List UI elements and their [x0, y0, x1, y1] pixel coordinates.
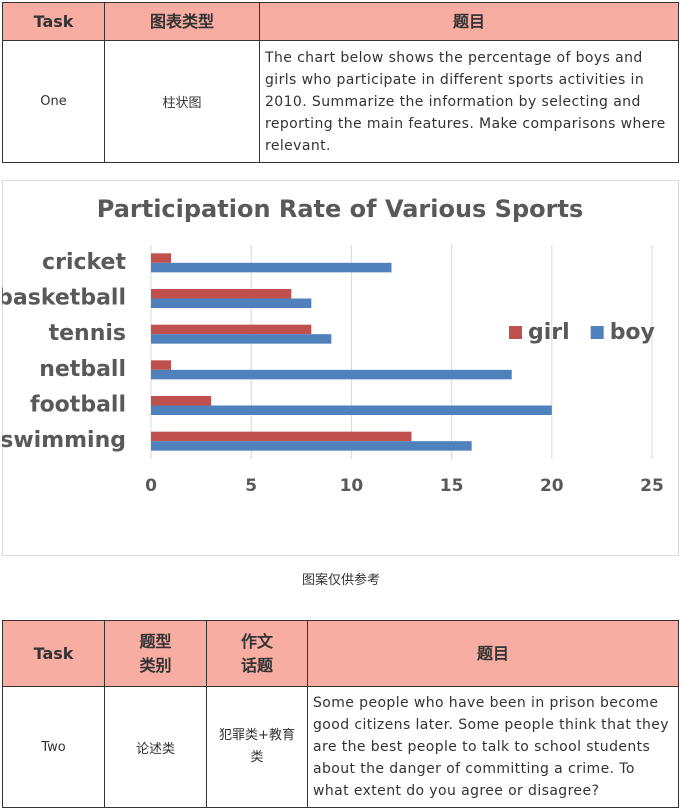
header-line: 题目 — [476, 643, 509, 663]
legend-label: girl — [528, 320, 570, 345]
caption: 图案仅供参考 — [301, 573, 380, 588]
bar — [151, 334, 332, 344]
body-cell: Two — [2, 686, 105, 808]
header-cell: 题目 — [259, 2, 679, 41]
legend-label: boy — [610, 320, 655, 345]
body-cell: 犯罪类+教育类 — [206, 686, 308, 808]
header-cell: Task — [2, 2, 105, 41]
bar — [151, 360, 172, 370]
bar — [151, 441, 472, 451]
bar — [151, 396, 212, 406]
header-cell: 作文 话题 — [206, 620, 308, 687]
body-cell: One — [2, 40, 105, 163]
bar — [151, 262, 392, 273]
header-line: 题型 — [139, 631, 172, 651]
x-tick-label: 5 — [245, 476, 257, 496]
header-line: Task — [33, 643, 74, 663]
body-cell: Some people who have been in prison beco… — [307, 686, 679, 808]
y-tick-label: netball — [39, 357, 126, 382]
legend-swatch — [509, 326, 522, 339]
bar — [151, 298, 312, 308]
header-line: 类别 — [139, 655, 172, 675]
x-tick-label: 0 — [145, 476, 157, 496]
header-cell: 图表类型 — [104, 2, 260, 41]
header-cell: 题型 类别 — [104, 620, 207, 687]
y-tick-label: football — [30, 393, 126, 418]
bar — [151, 431, 412, 442]
header-cell: 题目 — [307, 620, 679, 687]
header-cell: Task — [2, 620, 105, 687]
y-tick-label: tennis — [49, 321, 126, 346]
chart-title: Participation Rate of Various Sports — [97, 195, 583, 223]
chart-frame — [2, 180, 679, 556]
x-tick-label: 20 — [540, 476, 564, 496]
bar — [151, 369, 512, 380]
body-cell: 柱状图 — [104, 40, 260, 163]
bar — [151, 253, 172, 263]
header-line: 话题 — [240, 655, 273, 675]
header-line: 作文 — [240, 631, 273, 651]
legend-swatch — [590, 326, 604, 339]
bar — [151, 324, 312, 335]
x-tick-label: 15 — [440, 476, 464, 496]
body-cell: The chart below shows the percentage of … — [259, 40, 679, 163]
bar — [151, 289, 292, 299]
chart: Participation Rate of Various Sports 0 5 1… — [2, 180, 679, 556]
body-cell: 论述类 — [104, 686, 207, 808]
y-tick-label: cricket — [42, 250, 126, 275]
x-tick-label: 25 — [640, 476, 664, 496]
y-tick-label: basketball — [2, 286, 126, 311]
bar — [151, 405, 552, 415]
y-tick-label: swimming — [2, 428, 126, 453]
x-tick-label: 10 — [340, 476, 364, 496]
